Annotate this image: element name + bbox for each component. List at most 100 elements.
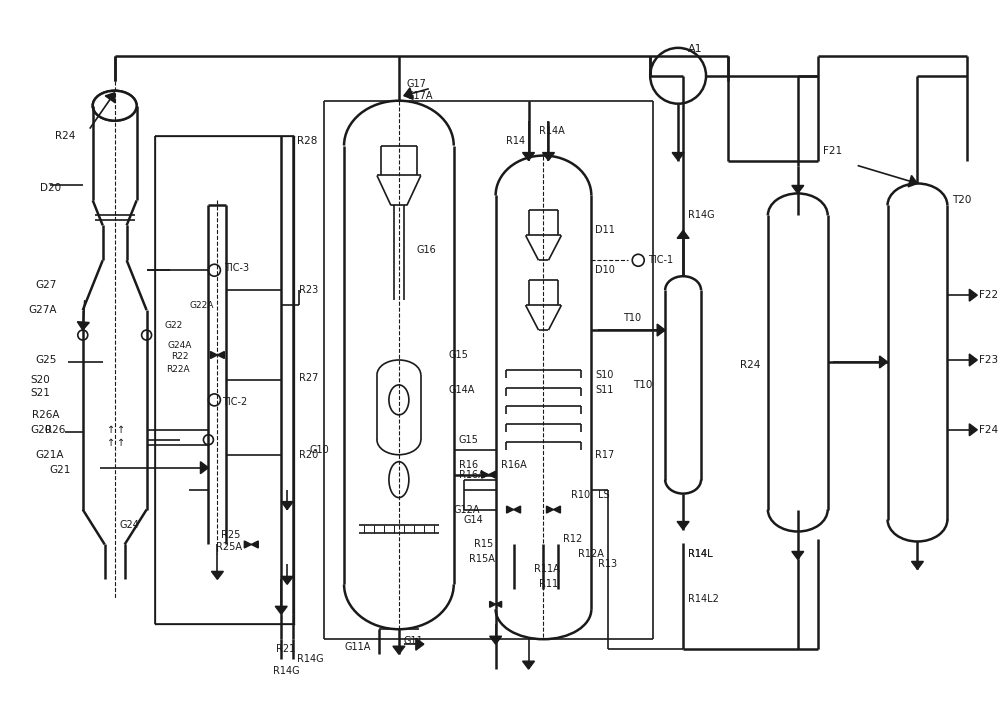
Text: D20: D20 xyxy=(40,183,61,193)
Circle shape xyxy=(142,330,152,340)
Text: R24: R24 xyxy=(55,131,75,141)
Text: G17: G17 xyxy=(407,79,427,89)
Text: R26A: R26A xyxy=(32,410,59,420)
Polygon shape xyxy=(490,601,496,607)
Text: T10: T10 xyxy=(623,313,641,323)
Text: T10: T10 xyxy=(633,380,653,390)
Text: R25: R25 xyxy=(221,530,241,540)
Polygon shape xyxy=(514,506,521,513)
Polygon shape xyxy=(677,230,689,239)
Text: ↑: ↑ xyxy=(107,425,115,435)
Text: R14G: R14G xyxy=(273,666,300,676)
Text: R21: R21 xyxy=(276,644,295,654)
Text: R27: R27 xyxy=(299,373,319,383)
Circle shape xyxy=(78,330,88,340)
Text: R14G: R14G xyxy=(688,210,715,220)
Text: R17: R17 xyxy=(595,449,615,459)
Text: TIC-1: TIC-1 xyxy=(648,256,673,266)
Text: ↑: ↑ xyxy=(117,438,125,448)
Polygon shape xyxy=(490,636,502,644)
Polygon shape xyxy=(200,462,208,474)
Text: G25: G25 xyxy=(35,355,56,365)
Polygon shape xyxy=(251,541,258,548)
Text: R20: R20 xyxy=(299,449,318,459)
Text: G22: G22 xyxy=(165,321,183,329)
Text: G27: G27 xyxy=(35,280,56,290)
Text: R16: R16 xyxy=(459,459,478,470)
Polygon shape xyxy=(217,351,224,359)
Polygon shape xyxy=(523,661,535,669)
Polygon shape xyxy=(281,501,293,510)
Text: R14: R14 xyxy=(506,136,525,146)
Polygon shape xyxy=(969,424,977,436)
Polygon shape xyxy=(416,638,424,650)
Polygon shape xyxy=(969,354,977,366)
Polygon shape xyxy=(482,471,489,478)
Text: G11: G11 xyxy=(404,636,424,646)
Text: R16A: R16A xyxy=(501,459,526,470)
Text: R11: R11 xyxy=(539,579,558,589)
Polygon shape xyxy=(792,552,804,559)
Text: R14L: R14L xyxy=(688,550,713,559)
Text: G21A: G21A xyxy=(35,449,63,459)
Text: R11A: R11A xyxy=(534,564,559,574)
Text: D11: D11 xyxy=(595,225,615,235)
Text: S10: S10 xyxy=(595,370,614,380)
Text: R14L: R14L xyxy=(688,550,713,559)
Polygon shape xyxy=(880,356,888,368)
Text: G10: G10 xyxy=(309,444,329,454)
Polygon shape xyxy=(969,289,977,301)
Text: G27A: G27A xyxy=(28,305,56,315)
Text: R16A: R16A xyxy=(459,470,484,480)
Text: R24: R24 xyxy=(740,360,760,370)
Text: R25A: R25A xyxy=(216,542,242,552)
Text: R28: R28 xyxy=(297,136,318,146)
Text: G21: G21 xyxy=(50,464,71,475)
Text: F24: F24 xyxy=(979,425,998,435)
Text: R14G: R14G xyxy=(297,654,324,664)
Text: T20: T20 xyxy=(952,195,972,205)
Polygon shape xyxy=(404,88,413,99)
Polygon shape xyxy=(77,322,89,330)
Text: G16: G16 xyxy=(417,245,437,256)
Text: G11A: G11A xyxy=(344,642,370,652)
Polygon shape xyxy=(657,324,665,336)
Text: G15: G15 xyxy=(459,435,479,444)
Text: R26: R26 xyxy=(45,425,65,435)
Text: LS: LS xyxy=(598,490,610,500)
Polygon shape xyxy=(489,471,496,478)
Ellipse shape xyxy=(93,91,137,121)
Text: A1: A1 xyxy=(688,44,703,54)
Polygon shape xyxy=(911,562,923,569)
Text: S20: S20 xyxy=(30,375,50,385)
Text: ↑: ↑ xyxy=(107,438,115,448)
Circle shape xyxy=(632,254,644,266)
Polygon shape xyxy=(496,601,502,607)
Text: D10: D10 xyxy=(595,266,615,275)
Polygon shape xyxy=(210,351,217,359)
Polygon shape xyxy=(677,522,689,530)
Text: R22A: R22A xyxy=(167,366,190,374)
Text: F23: F23 xyxy=(979,355,998,365)
Text: R14A: R14A xyxy=(539,126,564,136)
Polygon shape xyxy=(672,153,684,160)
Text: R14L2: R14L2 xyxy=(688,594,719,604)
Circle shape xyxy=(208,394,220,406)
Polygon shape xyxy=(792,185,804,193)
Text: R15A: R15A xyxy=(469,555,495,564)
Text: G15: G15 xyxy=(449,350,469,360)
Text: G12A: G12A xyxy=(454,505,480,515)
Polygon shape xyxy=(281,577,293,584)
Text: S21: S21 xyxy=(30,388,50,398)
Polygon shape xyxy=(275,606,287,614)
Text: G17A: G17A xyxy=(407,91,433,101)
Polygon shape xyxy=(393,646,405,654)
Text: G24: G24 xyxy=(120,520,140,530)
Text: ↑: ↑ xyxy=(117,425,125,435)
Text: F22: F22 xyxy=(979,290,998,300)
Circle shape xyxy=(203,435,213,444)
Text: G22A: G22A xyxy=(189,300,214,310)
Polygon shape xyxy=(542,153,554,160)
Text: R15: R15 xyxy=(474,540,493,550)
Text: R10: R10 xyxy=(571,490,591,500)
